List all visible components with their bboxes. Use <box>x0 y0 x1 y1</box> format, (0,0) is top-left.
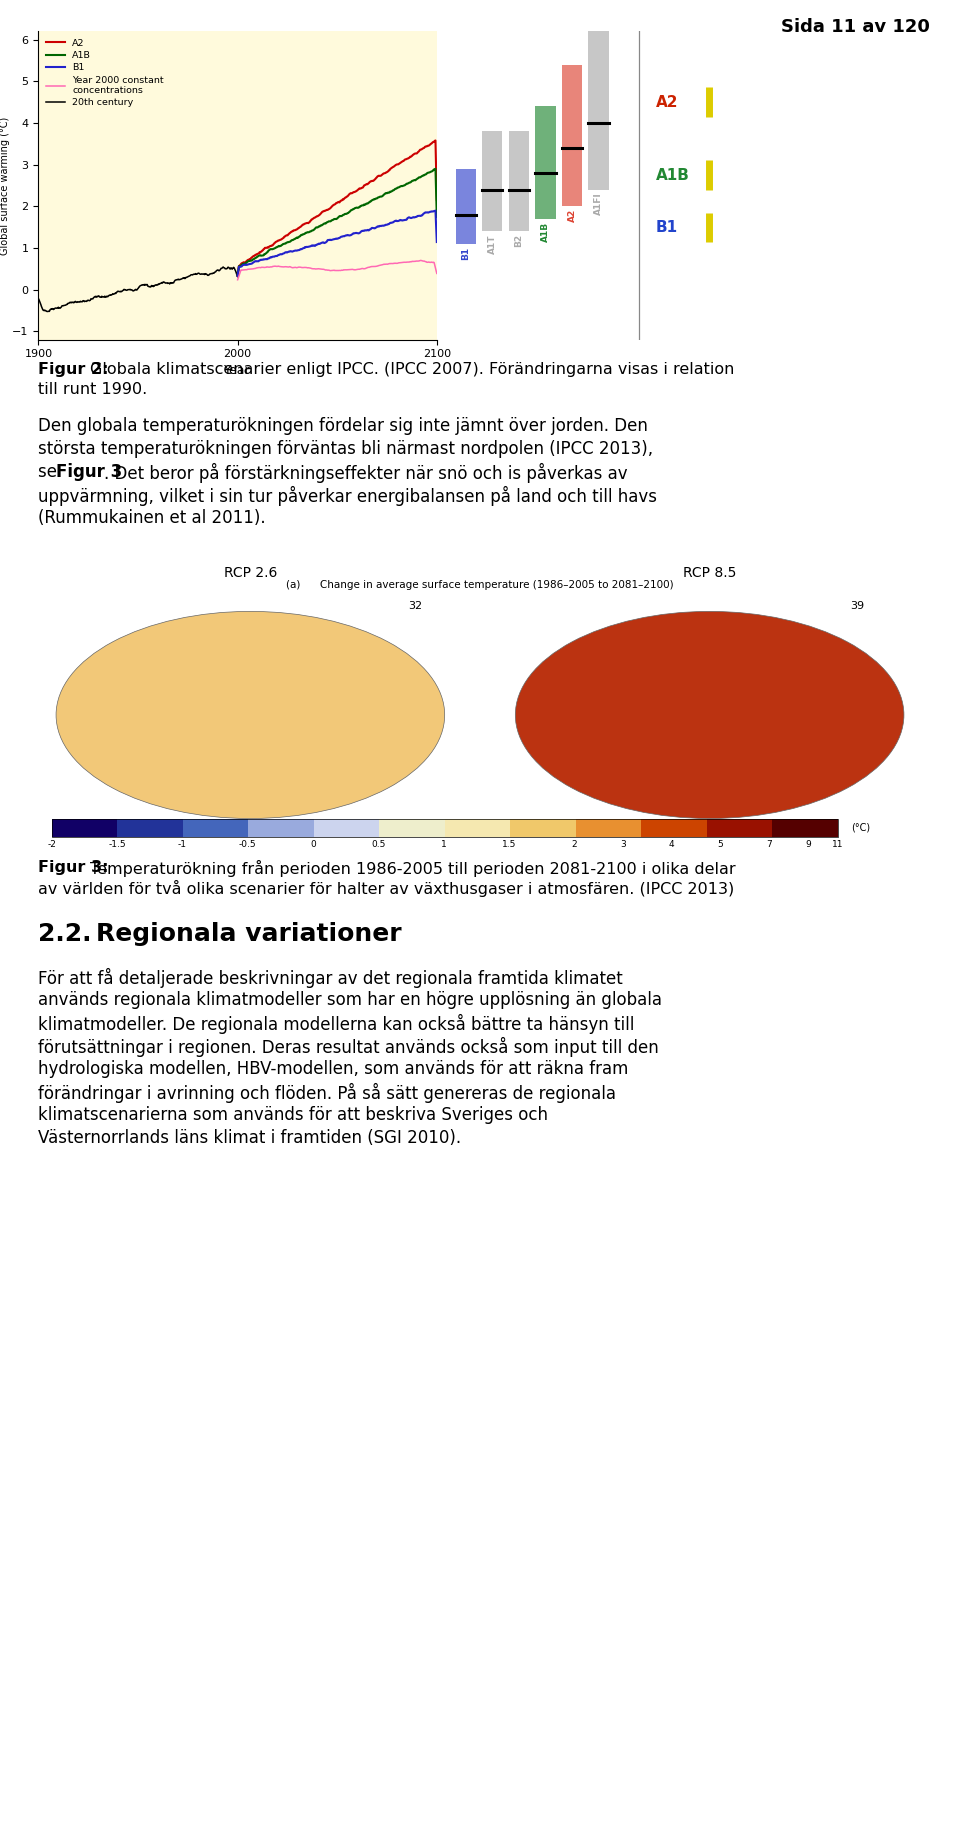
Text: 0.5: 0.5 <box>372 841 386 848</box>
Text: av världen för två olika scenarier för halter av växthusgaser i atmosfären. (IPC: av världen för två olika scenarier för h… <box>38 879 734 896</box>
Text: Figur 3: Figur 3 <box>56 463 122 481</box>
Ellipse shape <box>56 611 444 819</box>
Text: används regionala klimatmodeller som har en högre upplösning än globala: används regionala klimatmodeller som har… <box>38 991 662 1008</box>
Text: största temperaturökningen förväntas bli närmast nordpolen (IPCC 2013),: största temperaturökningen förväntas bli… <box>38 439 653 457</box>
Text: A1T: A1T <box>488 235 497 253</box>
Text: -1.5: -1.5 <box>108 841 126 848</box>
Text: Regionala variationer: Regionala variationer <box>96 922 401 946</box>
Bar <box>707 819 772 837</box>
Text: 7: 7 <box>766 841 772 848</box>
X-axis label: Year: Year <box>225 364 251 376</box>
Text: B1: B1 <box>462 246 470 261</box>
Text: se: se <box>38 463 62 481</box>
Bar <box>182 819 248 837</box>
Bar <box>444 819 510 837</box>
Text: Västernorrlands läns klimat i framtiden (SGI 2010).: Västernorrlands läns klimat i framtiden … <box>38 1129 461 1148</box>
Text: förändringar i avrinning och flöden. På så sätt genereras de regionala: förändringar i avrinning och flöden. På … <box>38 1083 616 1103</box>
Text: 2.2.: 2.2. <box>38 922 91 946</box>
Text: 1.5: 1.5 <box>502 841 516 848</box>
Text: 32: 32 <box>408 602 422 611</box>
Text: Figur 2:: Figur 2: <box>38 362 108 376</box>
Text: -0.5: -0.5 <box>239 841 256 848</box>
Text: 1: 1 <box>441 841 446 848</box>
Text: 3: 3 <box>620 841 626 848</box>
Text: (°C): (°C) <box>851 823 870 834</box>
Bar <box>562 64 582 206</box>
Text: Globala klimatscenarier enligt IPCC. (IPCC 2007). Förändringarna visas i relatio: Globala klimatscenarier enligt IPCC. (IP… <box>90 362 734 376</box>
Text: 4: 4 <box>669 841 675 848</box>
Text: A2: A2 <box>567 209 577 222</box>
Text: Den globala temperaturökningen fördelar sig inte jämnt över jorden. Den: Den globala temperaturökningen fördelar … <box>38 417 648 435</box>
Bar <box>117 819 182 837</box>
Text: 39: 39 <box>850 602 864 611</box>
Bar <box>772 819 838 837</box>
Legend: A2, A1B, B1, Year 2000 constant
concentrations, 20th century: A2, A1B, B1, Year 2000 constant concentr… <box>43 37 167 110</box>
Bar <box>576 819 641 837</box>
Text: till runt 1990.: till runt 1990. <box>38 382 147 397</box>
Bar <box>52 819 838 837</box>
Text: Sida 11 av 120: Sida 11 av 120 <box>781 18 930 37</box>
Bar <box>248 819 314 837</box>
Ellipse shape <box>516 611 904 819</box>
Bar <box>456 169 476 244</box>
Text: 0: 0 <box>310 841 316 848</box>
Bar <box>52 819 117 837</box>
Text: A2: A2 <box>656 95 679 110</box>
Text: RCP 2.6: RCP 2.6 <box>224 565 277 580</box>
Text: 5: 5 <box>717 841 723 848</box>
Text: B1: B1 <box>656 220 678 235</box>
Bar <box>379 819 444 837</box>
Text: Temperaturökning från perioden 1986-2005 till perioden 2081-2100 i olika delar: Temperaturökning från perioden 1986-2005… <box>90 859 735 876</box>
Bar <box>641 819 707 837</box>
Bar <box>588 22 609 189</box>
Text: A1FI: A1FI <box>594 193 603 215</box>
Text: -2: -2 <box>47 841 56 848</box>
Bar <box>509 130 529 231</box>
Text: 9: 9 <box>805 841 811 848</box>
Text: 2: 2 <box>572 841 577 848</box>
Text: Figur 3:: Figur 3: <box>38 859 108 874</box>
Text: klimatmodeller. De regionala modellerna kan också bättre ta hänsyn till: klimatmodeller. De regionala modellerna … <box>38 1013 635 1034</box>
Bar <box>482 130 502 231</box>
Text: A1B: A1B <box>656 167 689 182</box>
Text: -1: -1 <box>178 841 187 848</box>
Text: (a)      Change in average surface temperature (1986–2005 to 2081–2100): (a) Change in average surface temperatur… <box>286 580 674 589</box>
Bar <box>536 106 556 218</box>
Bar <box>314 819 379 837</box>
Text: uppvärmning, vilket i sin tur påverkar energibalansen på land och till havs: uppvärmning, vilket i sin tur påverkar e… <box>38 487 657 505</box>
Text: 11: 11 <box>832 841 844 848</box>
Text: A1B: A1B <box>540 222 550 242</box>
Text: RCP 8.5: RCP 8.5 <box>683 565 736 580</box>
Y-axis label: Global surface warming (°C): Global surface warming (°C) <box>0 116 10 255</box>
Text: (Rummukainen et al 2011).: (Rummukainen et al 2011). <box>38 509 266 527</box>
Bar <box>510 819 576 837</box>
Text: förutsättningar i regionen. Deras resultat används också som input till den: förutsättningar i regionen. Deras result… <box>38 1037 659 1058</box>
Text: klimatscenarierna som används för att beskriva Sveriges och: klimatscenarierna som används för att be… <box>38 1105 548 1124</box>
Text: För att få detaljerade beskrivningar av det regionala framtida klimatet: För att få detaljerade beskrivningar av … <box>38 968 623 988</box>
Text: B2: B2 <box>515 235 523 248</box>
Text: . Det beror på förstärkningseffekter när snö och is påverkas av: . Det beror på förstärkningseffekter när… <box>104 463 627 483</box>
Text: hydrologiska modellen, HBV-modellen, som används för att räkna fram: hydrologiska modellen, HBV-modellen, som… <box>38 1059 629 1078</box>
